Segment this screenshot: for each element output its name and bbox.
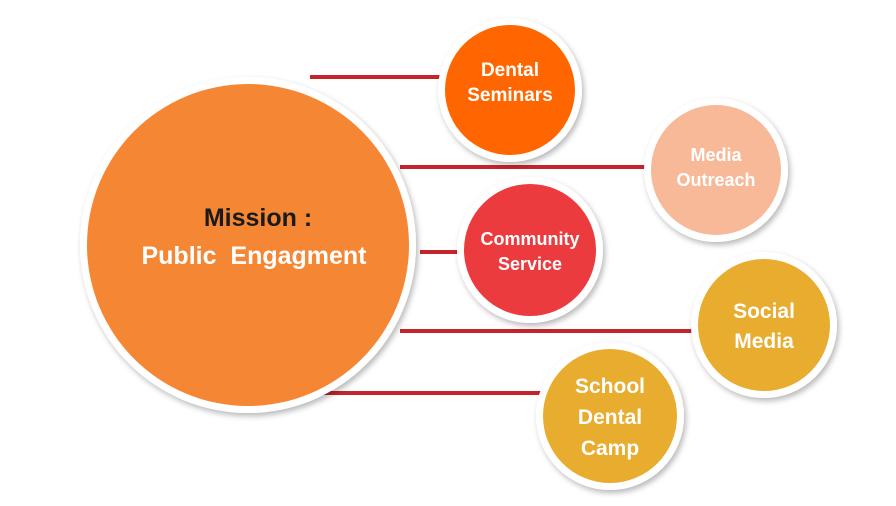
- node-label-line: Dental: [578, 406, 642, 429]
- node-dental-seminars: Dental Seminars: [438, 18, 582, 162]
- center-title-line1: Mission :: [204, 204, 312, 232]
- node-label-line: School: [575, 375, 645, 398]
- node-label-line: Media: [690, 145, 742, 165]
- center-node: Mission : Public Engagment: [80, 77, 416, 413]
- node-label-line: Outreach: [676, 170, 755, 190]
- node-media-outreach: Media Outreach: [644, 98, 788, 242]
- node-community-service: Community Service: [457, 177, 603, 323]
- node-fill: [543, 349, 677, 483]
- node-label-line: Dental: [481, 60, 539, 81]
- center-title-line2: Public Engagment: [141, 242, 367, 270]
- node-school-dental-camp: School Dental Camp: [536, 342, 684, 490]
- node-label-line: Social: [733, 300, 795, 323]
- connectors: [310, 75, 705, 395]
- node-fill: [698, 259, 830, 391]
- node-label-line: Community: [481, 229, 580, 249]
- center-circle-fill: [87, 84, 409, 406]
- node-fill: [464, 184, 596, 316]
- node-label-line: Seminars: [467, 85, 553, 106]
- node-label-line: Camp: [581, 437, 639, 460]
- node-fill: [445, 25, 575, 155]
- node-social-media: Social Media: [691, 252, 837, 398]
- node-label-line: Service: [498, 254, 562, 274]
- node-fill: [651, 105, 781, 235]
- node-label-line: Media: [734, 330, 794, 353]
